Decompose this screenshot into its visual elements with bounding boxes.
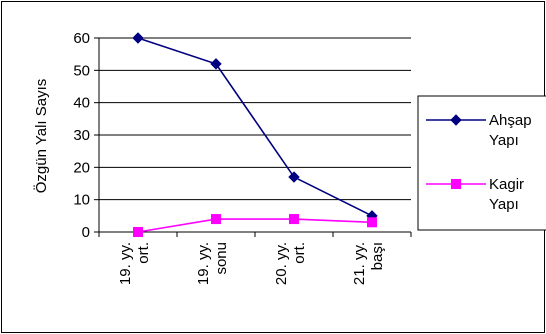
data-point-1 — [289, 214, 299, 225]
x-tick-label-line: sonu — [213, 242, 230, 275]
legend-box — [417, 95, 546, 231]
x-tick-label-line: 19. yy. — [195, 242, 212, 285]
legend-label-line: Ahşap — [489, 112, 532, 129]
x-tick-label-text: 21. yy.başı — [351, 242, 386, 285]
y-tick-label: 60 — [73, 30, 90, 47]
legend-label-line: Yapı — [489, 196, 519, 213]
legend-label-1: Kagir Yapı — [489, 176, 524, 213]
legend-label-0: Ahşap Yapı — [489, 112, 532, 149]
legend-label-line: Yapı — [489, 132, 519, 149]
y-tick-label: 50 — [73, 62, 90, 79]
x-tick-label-line: 20. yy. — [273, 242, 290, 285]
x-tick-label-text: 20. yy.ort. — [273, 242, 308, 285]
legend-label-line: Kagir — [489, 176, 524, 193]
y-tick-label: 30 — [73, 127, 90, 144]
x-tick-label-line: 19. yy. — [117, 242, 134, 285]
legend-marker-0 — [450, 114, 462, 126]
x-tick-label-line: ort. — [291, 242, 308, 264]
data-point-1 — [211, 214, 221, 225]
legend: Ahşap Yapı Kagir Yapı — [417, 95, 546, 231]
x-tick-label-text: 19. yy.sonu — [195, 242, 230, 285]
y-tick-label: 0 — [82, 224, 90, 241]
x-tick-label-line: ort. — [135, 242, 152, 264]
x-tick-label-text: 19. yy.ort. — [117, 242, 152, 285]
series-line-1 — [137, 218, 373, 233]
data-point-0 — [288, 171, 300, 183]
legend-marker-1 — [451, 179, 461, 189]
data-point-1 — [367, 217, 377, 228]
x-tick-label: 19. yy.sonu — [195, 242, 230, 285]
x-tick-label: 21. yy.başı — [351, 242, 386, 285]
y-tick-label: 40 — [73, 95, 90, 112]
x-tick-label: 20. yy.ort. — [273, 242, 308, 285]
y-tick-label: 10 — [73, 192, 90, 209]
series-line-0 — [137, 37, 373, 217]
x-tick-label-line: 21. yy. — [351, 242, 368, 285]
y-tick-label: 20 — [73, 159, 90, 176]
data-point-0 — [132, 32, 144, 44]
x-tick-label: 19. yy.ort. — [117, 242, 152, 285]
data-point-0 — [210, 58, 222, 70]
x-tick-label-line: başı — [369, 242, 386, 270]
data-point-1 — [133, 227, 143, 237]
y-axis-label: Özgün Yalı Sayıs — [32, 79, 50, 194]
